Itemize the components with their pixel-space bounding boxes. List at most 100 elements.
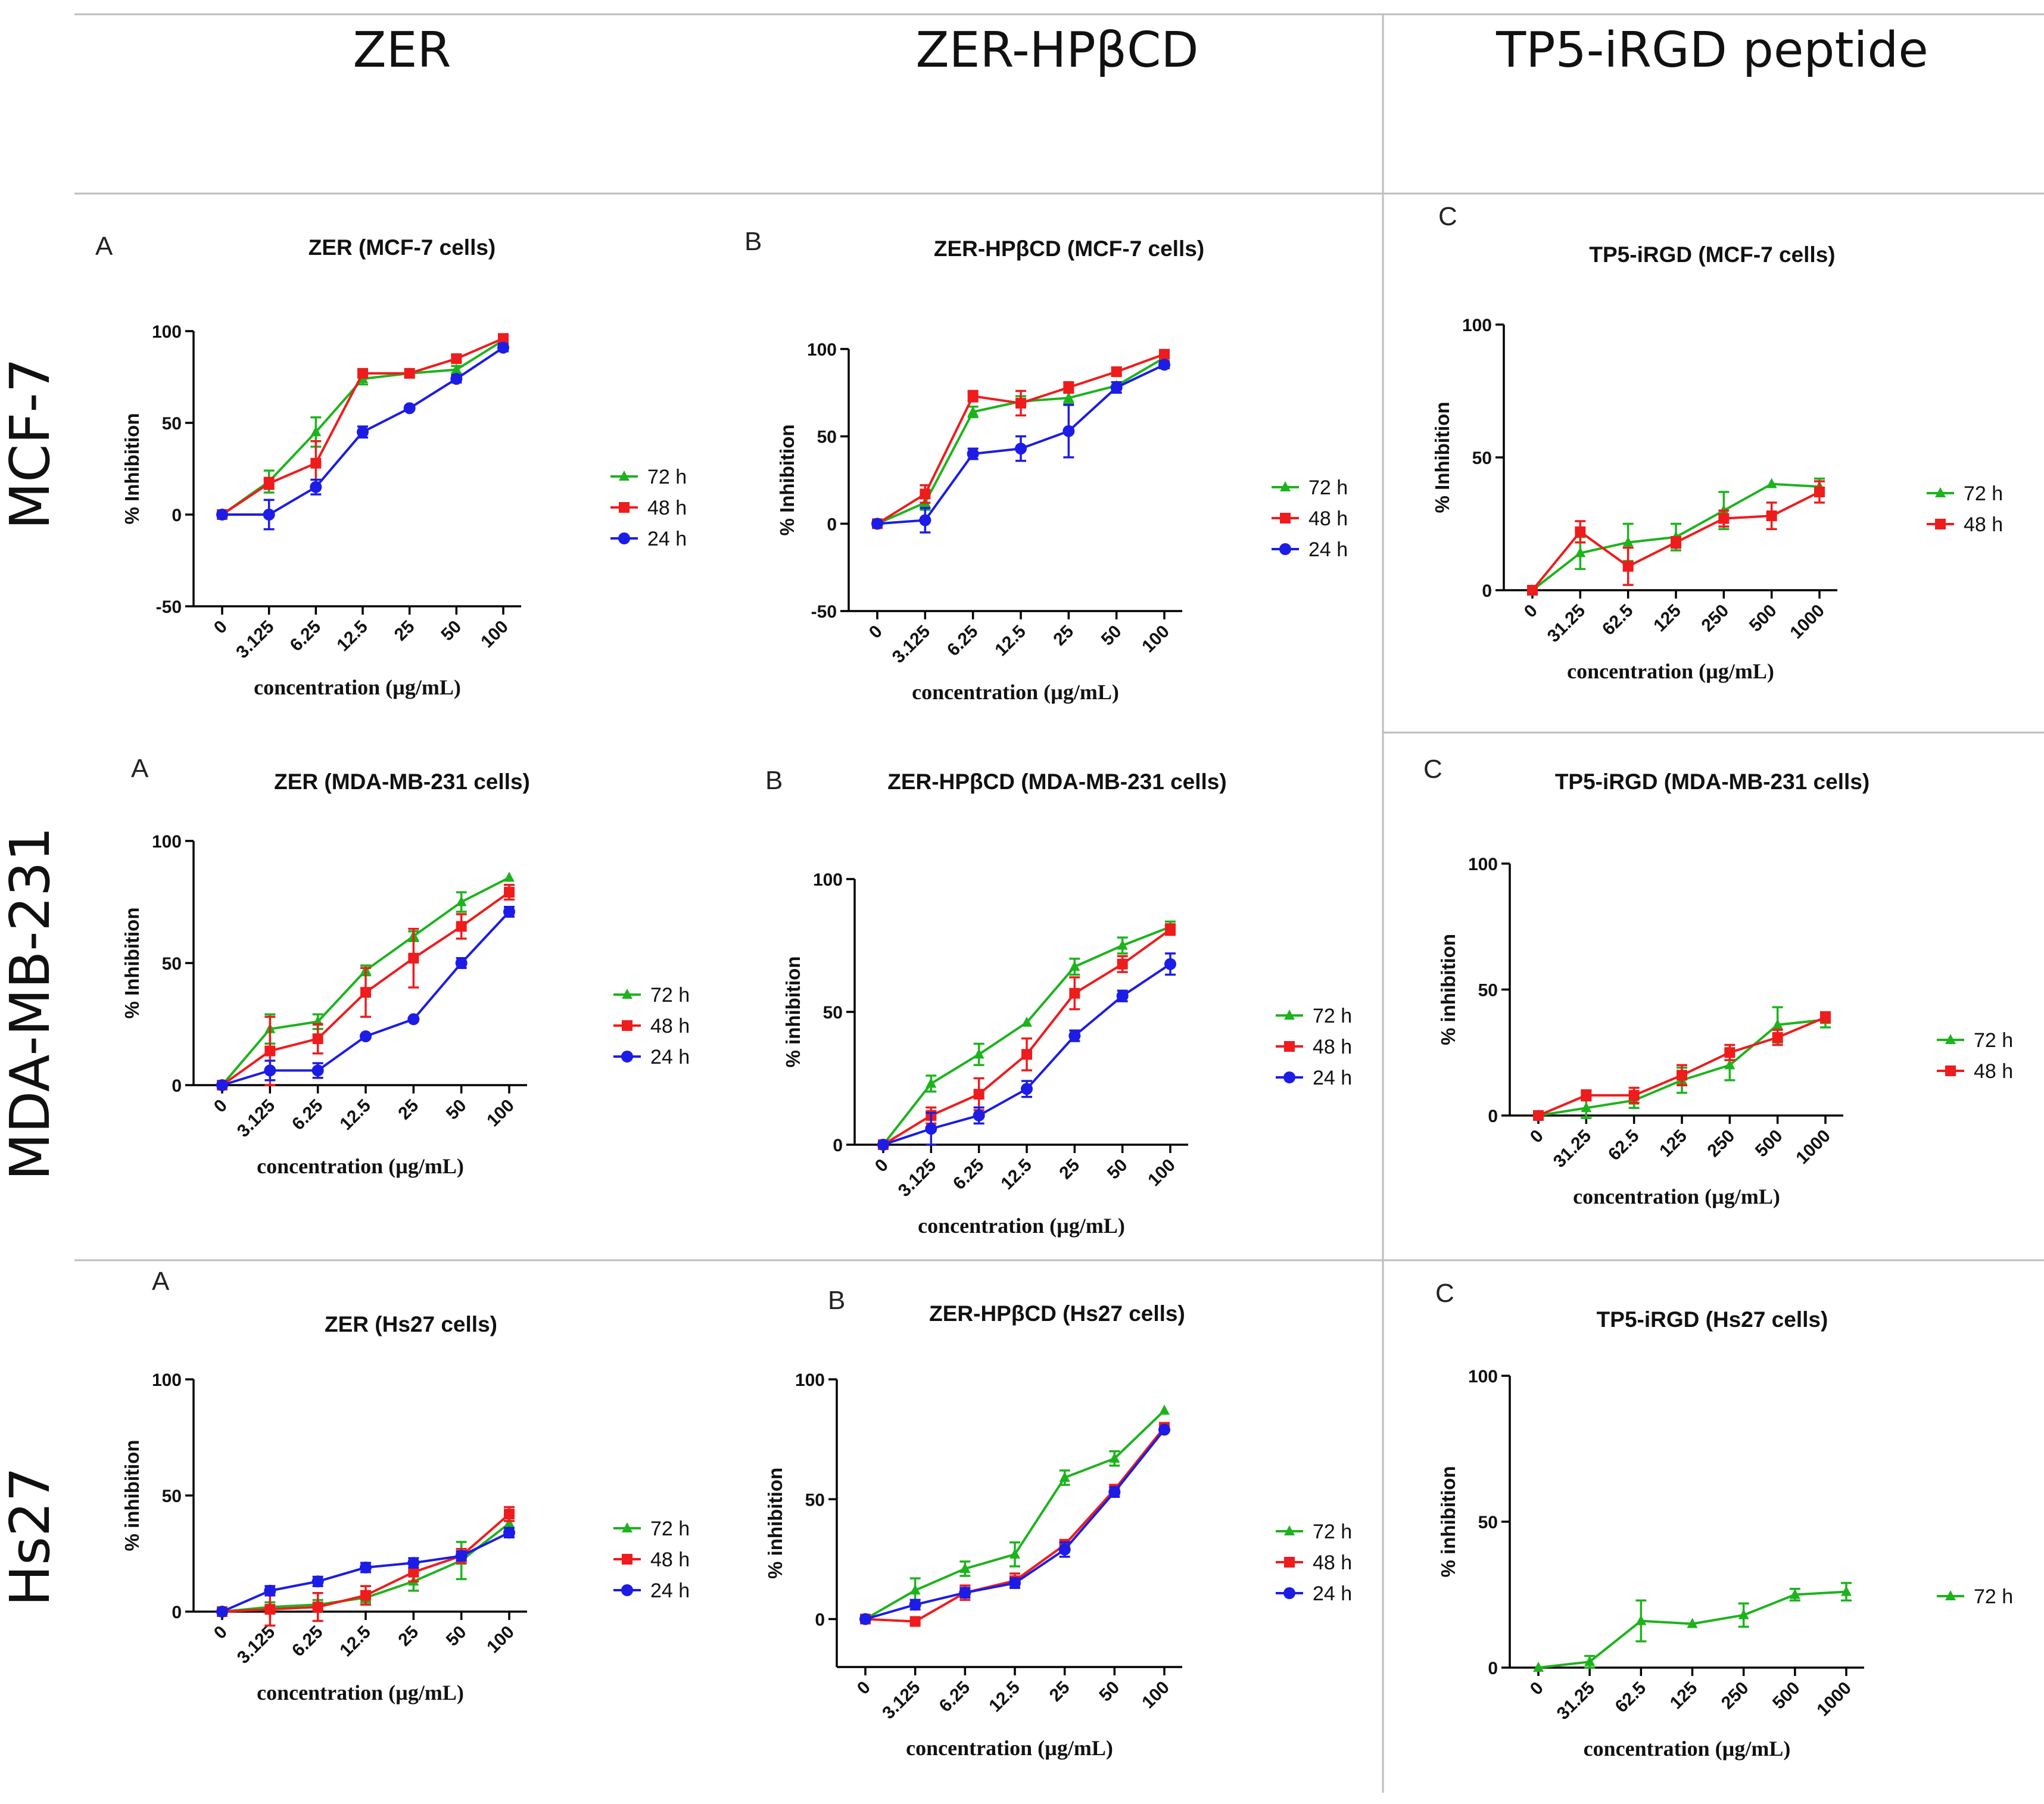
x-tick-label: 125 — [1666, 1678, 1702, 1713]
data-point — [456, 921, 467, 932]
x-tick-label: 0 — [210, 1622, 231, 1643]
legend-label: 72 h — [1308, 476, 1348, 499]
x-axis-label: concentration (µg/mL) — [918, 1214, 1125, 1238]
y-tick-label: 0 — [815, 1610, 825, 1630]
data-point — [1069, 987, 1080, 999]
data-point — [1687, 1618, 1698, 1628]
data-point — [920, 488, 931, 500]
column-title-tp5-irgd: TP5-iRGD peptide — [1495, 22, 1928, 79]
panel-letter: C — [1423, 755, 1442, 784]
row-label-mda-mb-231: MDA-MB-231 — [0, 827, 62, 1180]
x-tick-label: 62.5 — [1599, 601, 1637, 640]
legend-label: 48 h — [650, 1548, 690, 1571]
data-point — [1581, 1090, 1592, 1101]
legend-label: 48 h — [1313, 1036, 1352, 1058]
x-tick-label: 31.25 — [1544, 601, 1589, 646]
data-point — [1068, 1030, 1081, 1042]
x-tick-label: 12.5 — [336, 1096, 375, 1135]
series-24h — [216, 1526, 515, 1618]
legend-marker — [1279, 543, 1291, 555]
legend-label: 48 h — [1313, 1551, 1352, 1574]
data-point — [310, 426, 322, 437]
x-tick-label: 3.125 — [232, 617, 278, 662]
chart-title: ZER-HPβCD (MCF-7 cells) — [934, 236, 1204, 261]
data-point — [959, 1562, 971, 1573]
y-axis-label: % Inhibition — [776, 425, 798, 536]
legend-label: 72 h — [650, 984, 690, 1007]
legend-marker — [1284, 1557, 1295, 1568]
data-point — [497, 341, 509, 354]
data-point — [1724, 1059, 1735, 1070]
data-point — [973, 1109, 985, 1121]
panel-letter: B — [765, 766, 783, 795]
data-point — [1021, 1016, 1032, 1027]
x-tick-label: 1000 — [1786, 601, 1828, 643]
x-tick-label: 1000 — [1792, 1126, 1834, 1169]
x-tick-label: 0 — [1520, 601, 1541, 622]
data-point — [404, 367, 415, 379]
data-point — [1677, 1070, 1687, 1081]
x-tick-label: 250 — [1704, 1126, 1739, 1161]
data-point — [216, 509, 228, 521]
legend-label: 48 h — [650, 1015, 690, 1037]
legend-label: 48 h — [647, 497, 687, 519]
series-72h — [1533, 1006, 1831, 1120]
column-title-zer: ZER — [353, 22, 451, 79]
panel-letter: B — [744, 227, 762, 256]
legend-marker — [621, 1584, 633, 1596]
x-axis-label: concentration (µg/mL) — [1573, 1185, 1780, 1208]
data-point — [1533, 1110, 1544, 1121]
series-48h — [878, 923, 1176, 1150]
x-axis-label: concentration (µg/mL) — [257, 1681, 464, 1705]
data-point — [216, 1079, 228, 1091]
x-axis-label: concentration (µg/mL) — [906, 1736, 1113, 1760]
y-axis-label: % inhibition — [782, 956, 804, 1068]
legend-label: 72 h — [650, 1518, 690, 1540]
y-tick-label: 100 — [1468, 855, 1498, 874]
legend-marker — [622, 1020, 632, 1031]
x-tick-label: 100 — [1138, 622, 1173, 657]
legend-label: 24 h — [1308, 538, 1348, 561]
data-point — [1109, 1452, 1120, 1463]
column-title-zer-hpbcd: ZER-HPβCD — [915, 22, 1198, 79]
x-tick-label: 50 — [1104, 1155, 1132, 1183]
panel-letter: A — [131, 754, 149, 783]
y-axis-label: % inhibition — [1437, 934, 1459, 1045]
y-tick-label: 50 — [162, 1487, 182, 1506]
x-axis-label: concentration (µg/mL) — [254, 675, 461, 699]
x-tick-label: 250 — [1718, 1678, 1753, 1713]
data-point — [967, 448, 979, 460]
x-tick-label: 31.25 — [1550, 1126, 1595, 1171]
data-point — [407, 1013, 420, 1026]
data-point — [1841, 1585, 1852, 1596]
x-tick-label: 62.5 — [1604, 1126, 1643, 1165]
y-axis-label: % Inhibition — [121, 908, 143, 1019]
x-tick-label: 0 — [1526, 1678, 1547, 1699]
y-axis-label: % inhibition — [121, 1440, 143, 1551]
data-point — [504, 871, 515, 882]
legend-label: 72 h — [1974, 1029, 2013, 1052]
y-tick-label: 100 — [1462, 316, 1492, 335]
data-point — [357, 367, 368, 379]
x-tick-label: 6.25 — [288, 1096, 327, 1135]
legend-label: 72 h — [1313, 1005, 1352, 1027]
data-point — [859, 1613, 871, 1625]
x-axis-label: concentration (µg/mL) — [1567, 659, 1774, 683]
data-point — [1584, 1656, 1596, 1666]
chart-title: TP5-iRGD (MDA-MB-231 cells) — [1555, 769, 1869, 794]
data-point — [973, 1048, 984, 1059]
data-point — [1724, 1047, 1735, 1058]
legend-marker — [619, 502, 630, 513]
data-point — [1789, 1588, 1800, 1599]
x-tick-label: 50 — [1095, 1678, 1123, 1706]
legend-label: 72 h — [1313, 1521, 1352, 1543]
legend-label: 48 h — [1964, 513, 2003, 536]
data-point — [1165, 924, 1176, 935]
series-line — [865, 1429, 1166, 1621]
data-point — [408, 1566, 419, 1578]
